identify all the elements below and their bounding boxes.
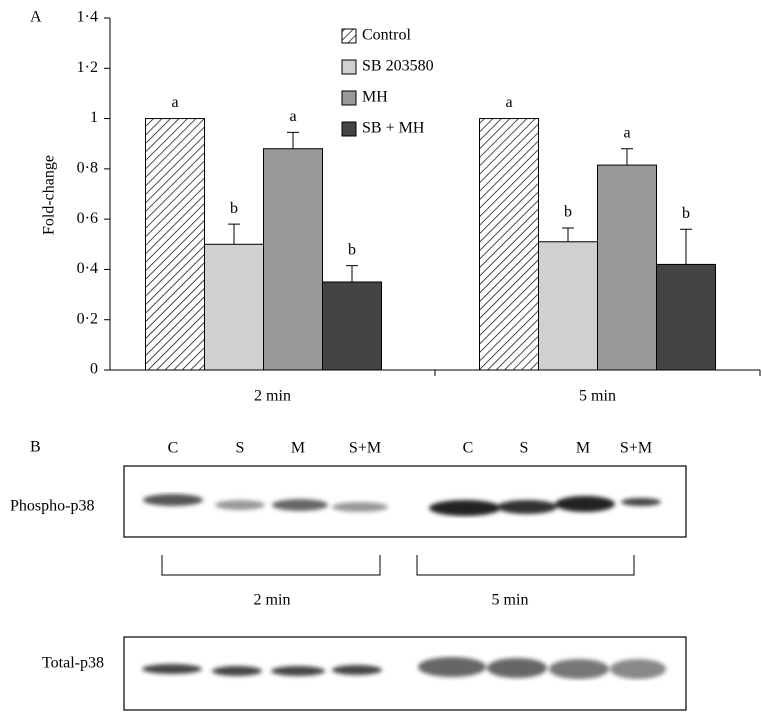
lane-labels: C S M S+M C S M S+M <box>168 440 652 457</box>
bar <box>656 263 716 371</box>
group-brackets <box>161 555 635 576</box>
lane-label: S+M <box>620 440 652 457</box>
legend-label: SB + MH <box>362 120 425 137</box>
legend-swatch <box>341 59 357 75</box>
lane-label: M <box>576 440 590 457</box>
lane-label: S <box>520 440 529 457</box>
x-tick-label: 2 min <box>254 388 291 405</box>
error-bar <box>287 131 299 149</box>
blot-row-label: Total-p38 <box>42 655 104 672</box>
significance-letter: b <box>348 241 356 258</box>
y-tick-label: 1·4 <box>77 9 98 26</box>
blot-frame <box>123 636 687 711</box>
y-tick-label: 0·6 <box>77 210 98 227</box>
error-bar <box>228 223 240 245</box>
significance-letter: a <box>171 94 178 111</box>
error-bar <box>621 148 633 166</box>
y-tick-label: 0·4 <box>77 260 98 277</box>
bar <box>479 118 539 371</box>
legend-swatch <box>341 28 357 44</box>
blot-row-label: Phospho-p38 <box>10 498 94 515</box>
lane-label: C <box>463 440 474 457</box>
lane-label: M <box>291 440 305 457</box>
significance-letter: b <box>564 204 572 221</box>
bar <box>322 281 382 371</box>
legend-swatch <box>341 90 357 106</box>
lane-label: S+M <box>349 440 381 457</box>
lane-label: S <box>236 440 245 457</box>
significance-letter: b <box>230 200 238 217</box>
error-bar <box>346 265 358 282</box>
legend-label: MH <box>362 89 388 106</box>
y-tick-label: 0·2 <box>77 310 98 327</box>
significance-letter: b <box>682 205 690 222</box>
panel-label: B <box>30 439 41 456</box>
y-tick-label: 1·2 <box>77 59 98 76</box>
bar <box>538 241 598 371</box>
panel-label: A <box>30 9 42 26</box>
bar <box>597 164 657 371</box>
total-bands <box>142 657 666 679</box>
bar <box>263 148 323 371</box>
legend-swatch <box>341 121 357 137</box>
group-label: 2 min <box>254 592 291 609</box>
phospho-bands <box>143 494 661 516</box>
significance-letter: a <box>623 124 630 141</box>
lane-label: C <box>168 440 179 457</box>
legend-label: Control <box>362 27 411 44</box>
significance-letter: a <box>505 94 512 111</box>
error-bar <box>562 227 574 242</box>
x-tick-label: 5 min <box>579 388 616 405</box>
blot-frame <box>123 465 687 538</box>
bar <box>145 118 205 371</box>
y-axis-label: Fold-change <box>41 155 58 235</box>
y-tick-label: 0·8 <box>77 160 98 177</box>
bar <box>204 243 264 371</box>
group-label: 5 min <box>492 592 529 609</box>
error-bar <box>680 228 692 265</box>
y-tick-label: 0 <box>90 361 98 378</box>
y-tick-label: 1 <box>90 109 98 126</box>
significance-letter: a <box>289 108 296 125</box>
legend-label: SB 203580 <box>362 58 434 75</box>
